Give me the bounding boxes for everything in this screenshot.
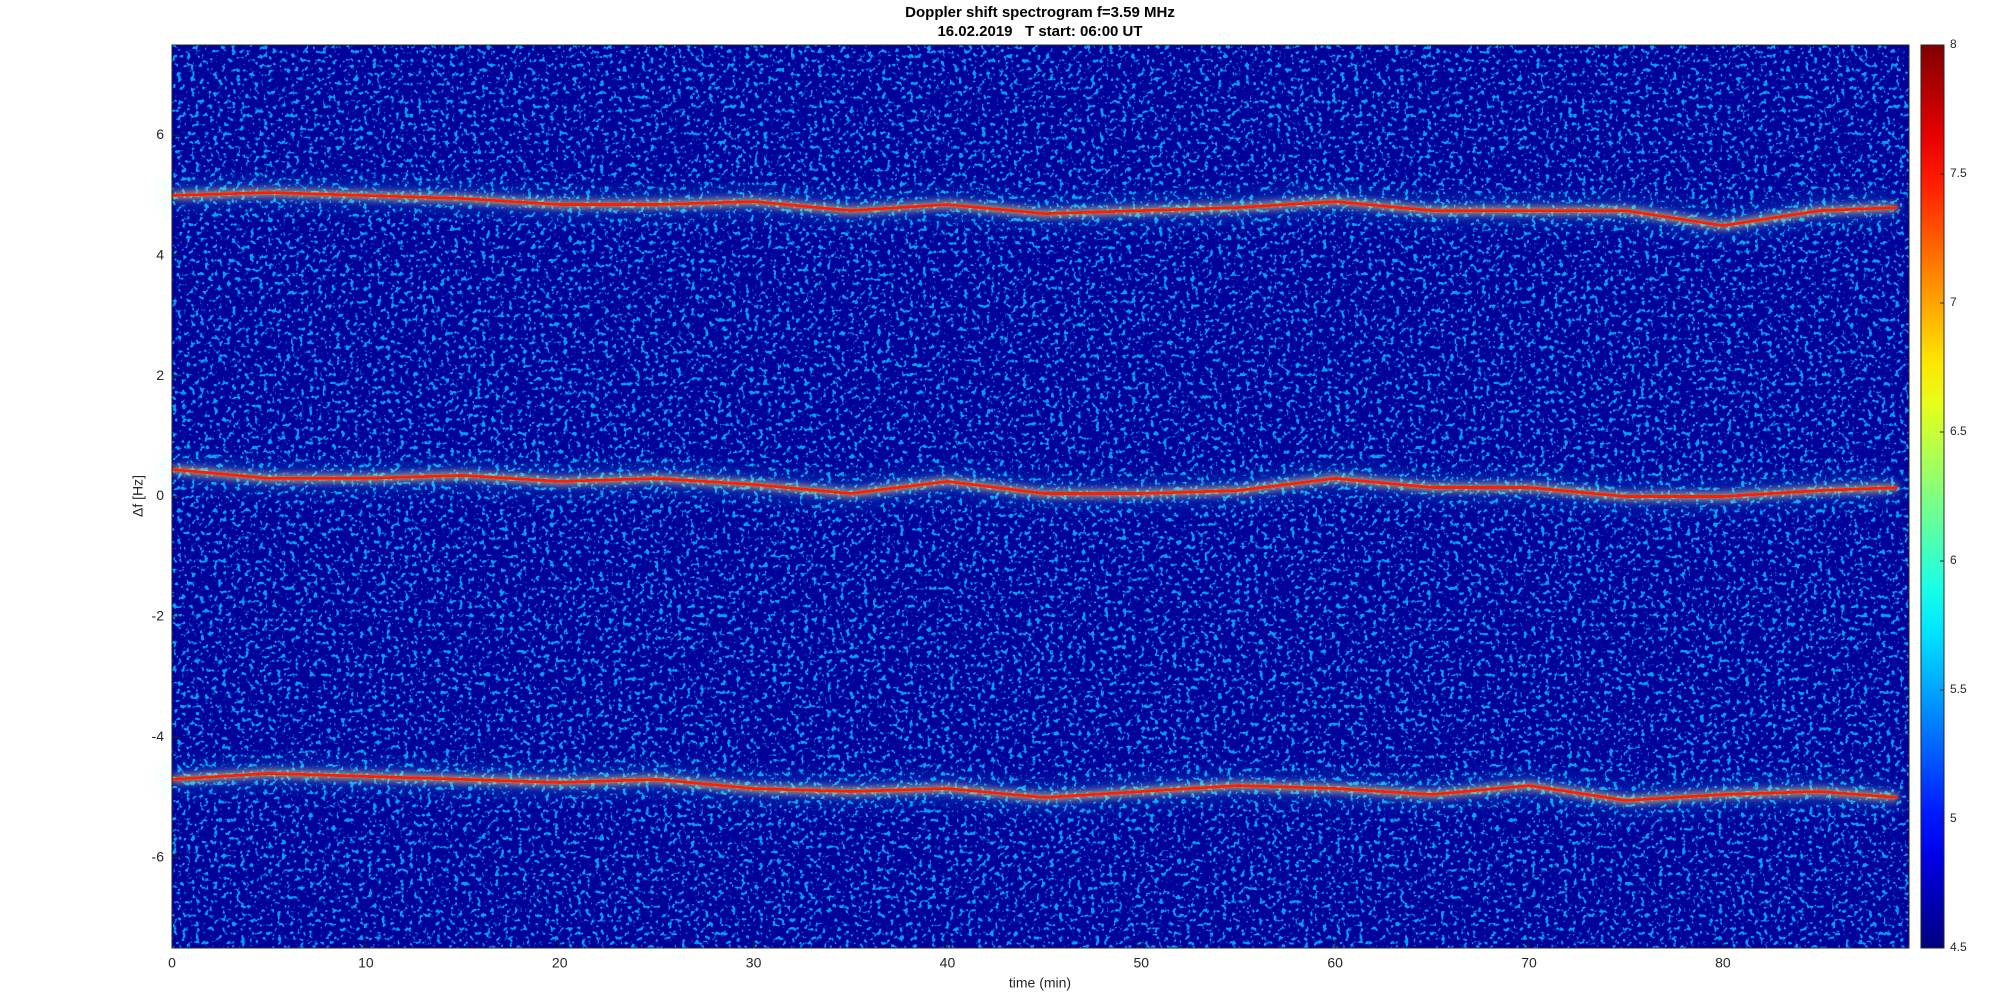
y-tick-label: -2 xyxy=(152,608,165,624)
x-tick-label: 10 xyxy=(358,955,374,971)
x-tick-label: 60 xyxy=(1327,955,1343,971)
colorbar-tick-label: 8 xyxy=(1950,37,1957,51)
y-tick-label: 0 xyxy=(156,487,164,503)
x-tick-label: 70 xyxy=(1521,955,1537,971)
x-tick-label: 0 xyxy=(168,955,176,971)
colorbar-tick-label: 5.5 xyxy=(1950,682,1967,696)
colorbar-tick-label: 7 xyxy=(1950,295,1957,309)
x-axis-label: time (min) xyxy=(1009,975,1071,991)
colorbar xyxy=(1920,44,1945,949)
colorbar-tick-label: 6 xyxy=(1950,553,1957,567)
colorbar-tick-label: 4.5 xyxy=(1950,940,1967,954)
y-tick-label: -6 xyxy=(152,848,165,864)
y-tick-label: 6 xyxy=(156,126,164,142)
x-tick-label: 30 xyxy=(746,955,762,971)
chart-title: Doppler shift spectrogram f=3.59 MHz xyxy=(905,4,1175,21)
y-tick-label: 2 xyxy=(156,367,164,383)
trace xyxy=(171,467,1898,498)
x-tick-label: 50 xyxy=(1134,955,1150,971)
trace xyxy=(171,190,1898,228)
x-tick-label: 20 xyxy=(552,955,568,971)
y-tick-label: 4 xyxy=(156,246,164,262)
trace xyxy=(171,771,1898,803)
colorbar-tick-label: 7.5 xyxy=(1950,166,1967,180)
colorbar-tick-label: 5 xyxy=(1950,811,1957,825)
colorbar-tick-label: 6.5 xyxy=(1950,424,1967,438)
x-tick-label: 80 xyxy=(1715,955,1731,971)
y-tick-label: -4 xyxy=(152,728,165,744)
x-tick-label: 40 xyxy=(940,955,956,971)
chart-subtitle: 16.02.2019 T start: 06:00 UT xyxy=(937,23,1142,40)
y-axis-label: Δf [Hz] xyxy=(130,475,146,517)
